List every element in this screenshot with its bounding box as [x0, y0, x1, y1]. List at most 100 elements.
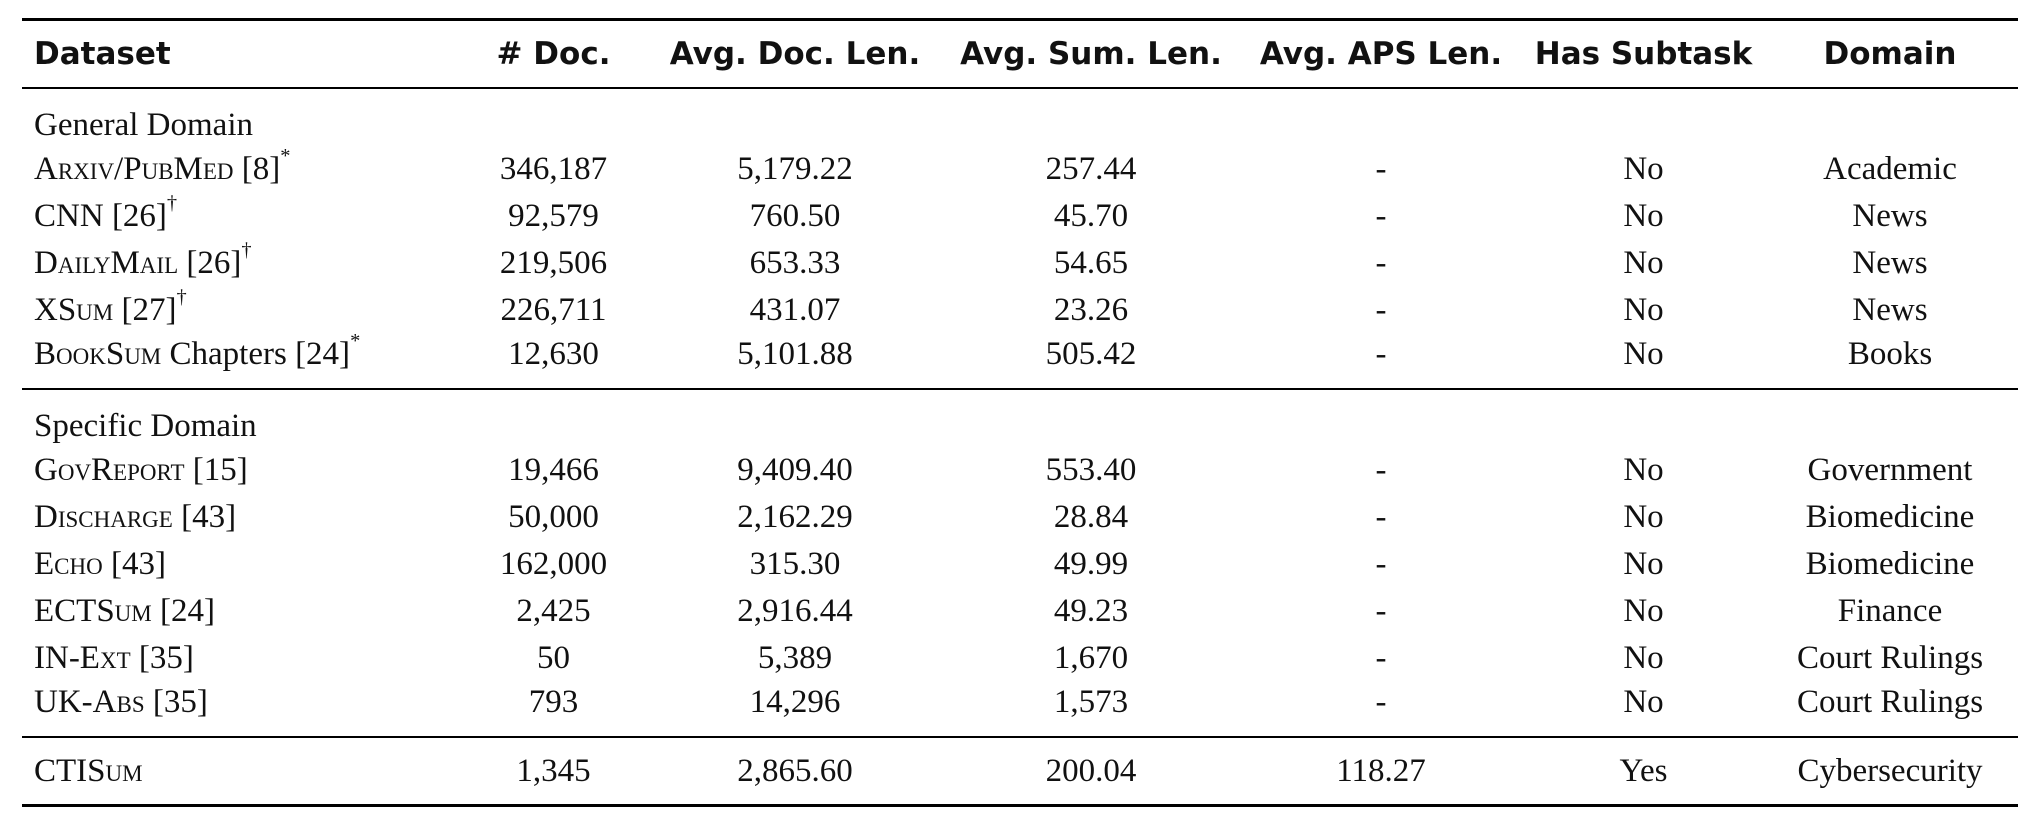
num-doc-cell: 162,000 — [499, 546, 608, 582]
column-header-avg-doc-len: Avg. Doc. Len. — [669, 36, 921, 72]
has-subtask-cell: No — [1623, 336, 1664, 372]
avg-doc-len-cell: 2,865.60 — [737, 752, 853, 789]
num-doc-cell: 793 — [528, 684, 579, 720]
dataset-reference: [35] — [144, 684, 208, 720]
avg-sum-len-cell: 1,573 — [1053, 684, 1129, 720]
avg-aps-len-cell: - — [1375, 292, 1387, 328]
avg-doc-len-cell: 431.07 — [749, 292, 841, 328]
table-row: CTISum 1,345 2,865.60 200.04 118.27 Yes Cybers… — [22, 737, 2018, 806]
avg-aps-len-cell: - — [1375, 452, 1387, 488]
dataset-comparison-table-container: Dataset # Doc. Avg. Doc. Len. Avg. Sum. … — [22, 18, 2018, 807]
dataset-name-cell: Arxiv/PubMed [8]* — [22, 146, 462, 193]
has-subtask-cell: Yes — [1619, 752, 1668, 789]
table-row: Discharge [43] 50,000 2,162.29 28.84 - No Biom… — [22, 494, 2018, 541]
num-doc-cell: 19,466 — [508, 452, 599, 488]
avg-doc-len-cell: 653.33 — [749, 245, 841, 281]
dataset-name: Discharge — [34, 499, 173, 535]
dataset-footnote-mark: † — [166, 191, 178, 214]
avg-doc-len-cell: 9,409.40 — [737, 452, 853, 488]
table-row: BookSum Chapters [24]* 12,630 5,101.88 505.… — [22, 331, 2018, 389]
num-doc-cell: 1,345 — [516, 752, 591, 789]
domain-cell: Biomedicine — [1805, 499, 1975, 535]
avg-sum-len-cell: 553.40 — [1045, 452, 1137, 488]
avg-sum-len-cell: 200.04 — [1045, 752, 1137, 789]
avg-aps-len-cell: - — [1375, 640, 1387, 676]
column-header-dataset: Dataset — [34, 36, 171, 72]
dataset-name: GovReport — [34, 452, 185, 488]
avg-sum-len-cell: 28.84 — [1053, 499, 1129, 535]
column-header-has-subtask: Has Subtask — [1534, 36, 1753, 72]
dataset-footnote-mark: † — [176, 285, 187, 308]
dataset-name: BookSum — [34, 336, 162, 372]
dataset-reference: Chapters [24] — [161, 336, 351, 372]
table-row: UK-Abs [35] 793 14,296 1,573 - No Court Ruling… — [22, 682, 2018, 737]
avg-sum-len-cell: 257.44 — [1045, 151, 1137, 187]
dataset-reference: [43] — [172, 499, 237, 535]
has-subtask-cell: No — [1623, 546, 1664, 582]
avg-doc-len-cell: 5,179.22 — [737, 151, 853, 187]
num-doc-cell: 226,711 — [500, 292, 607, 328]
dataset-name: Arxiv/PubMed — [34, 151, 234, 187]
table-row: XSum [27]† 226,711 431.07 23.26 - No News — [22, 287, 2018, 334]
avg-aps-len-cell: - — [1375, 245, 1387, 281]
dataset-name-cell: XSum [27]† — [22, 287, 462, 334]
table-row: Arxiv/PubMed [8]* 346,187 5,179.22 257.44 - N… — [22, 146, 2018, 193]
dataset-reference: [8] — [233, 151, 281, 187]
domain-cell: Books — [1847, 336, 1933, 372]
avg-sum-len-cell: 23.26 — [1053, 292, 1129, 328]
avg-doc-len-cell: 5,389 — [757, 640, 833, 676]
section-title: General Domain — [34, 107, 253, 143]
avg-aps-len-cell: - — [1375, 546, 1387, 582]
has-subtask-cell: No — [1623, 245, 1664, 281]
avg-doc-len-cell: 14,296 — [749, 684, 841, 720]
dataset-name-cell: UK-Abs [35] — [22, 682, 462, 737]
domain-cell: Academic — [1823, 151, 1957, 187]
avg-doc-len-cell: 5,101.88 — [737, 336, 853, 372]
avg-sum-len-cell: 1,670 — [1053, 640, 1129, 676]
dataset-name-cell: ECTSum [24] — [22, 588, 462, 635]
dataset-name-cell: IN-Ext [35] — [22, 635, 462, 682]
has-subtask-cell: No — [1623, 684, 1664, 720]
table-row: ECTSum [24] 2,425 2,916.44 49.23 - No Finance — [22, 588, 2018, 635]
dataset-reference: [35] — [130, 640, 194, 676]
avg-aps-len-cell: - — [1375, 499, 1387, 535]
column-header-avg-aps-len: Avg. APS Len. — [1259, 36, 1503, 72]
table-row: GovReport [15] 19,466 9,409.40 553.40 - No Gov… — [22, 447, 2018, 494]
num-doc-cell: 219,506 — [499, 245, 608, 281]
dataset-name-cell: Discharge [43] — [22, 494, 462, 541]
num-doc-cell: 50,000 — [508, 499, 599, 535]
dataset-reference: [27] — [113, 292, 177, 328]
table-header-row: Dataset # Doc. Avg. Doc. Len. Avg. Sum. … — [22, 19, 2018, 88]
has-subtask-cell: No — [1623, 593, 1664, 629]
avg-sum-len-cell: 45.70 — [1053, 198, 1129, 234]
column-header-domain: Domain — [1823, 36, 1957, 72]
num-doc-cell: 2,425 — [516, 593, 591, 629]
column-header-num-doc: # Doc. — [496, 36, 611, 72]
avg-aps-len-cell: 118.27 — [1336, 752, 1426, 789]
dataset-name: DailyMail — [34, 245, 179, 281]
dataset-name: IN-Ext — [34, 640, 131, 676]
domain-cell: News — [1852, 245, 1928, 281]
table-row: Echo [43] 162,000 315.30 49.99 - No Biomedicin… — [22, 541, 2018, 588]
section-header-row: General Domain — [22, 88, 2018, 146]
avg-aps-len-cell: - — [1375, 684, 1387, 720]
table-row: CNN [26]† 92,579 760.50 45.70 - No News — [22, 193, 2018, 240]
dataset-name-cell: DailyMail [26]† — [22, 240, 462, 287]
dataset-name-cell: Echo [43] — [22, 541, 462, 588]
domain-cell: Government — [1807, 452, 1973, 488]
domain-cell: News — [1852, 292, 1928, 328]
num-doc-cell: 92,579 — [508, 198, 599, 234]
domain-cell: Finance — [1837, 593, 1943, 629]
has-subtask-cell: No — [1623, 198, 1664, 234]
has-subtask-cell: No — [1623, 452, 1664, 488]
avg-aps-len-cell: - — [1375, 593, 1387, 629]
section-title: Specific Domain — [34, 408, 257, 444]
has-subtask-cell: No — [1623, 151, 1664, 187]
avg-doc-len-cell: 315.30 — [749, 546, 841, 582]
domain-cell: Cybersecurity — [1797, 752, 1983, 789]
has-subtask-cell: No — [1623, 499, 1664, 535]
dataset-reference: [26] — [103, 198, 167, 234]
dataset-footnote-mark: * — [280, 144, 291, 167]
dataset-reference: [43] — [102, 546, 166, 582]
avg-doc-len-cell: 2,162.29 — [737, 499, 853, 535]
